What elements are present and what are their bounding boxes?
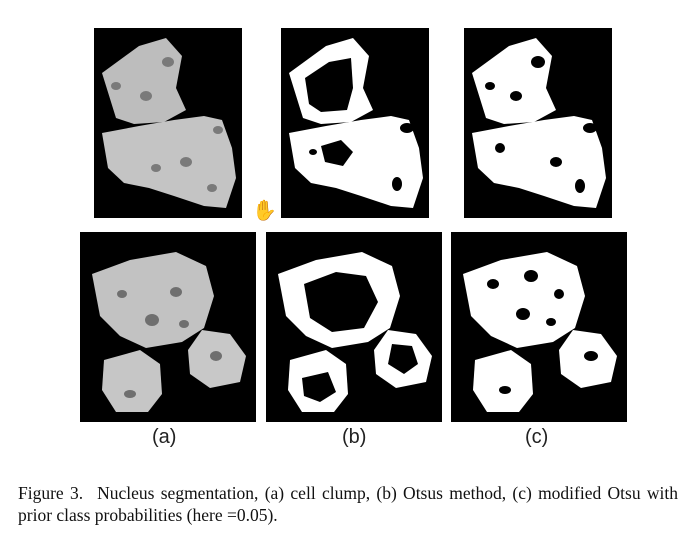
panel-top-a — [94, 28, 242, 218]
cell-clump-image — [102, 38, 236, 208]
otsu-mask-image — [278, 252, 432, 412]
modified-otsu-mask-image — [463, 252, 617, 412]
panel-bottom-b — [266, 232, 442, 422]
panel-top-c — [464, 28, 612, 218]
panel-bottom-a — [80, 232, 256, 422]
hand-cursor-icon: ✋ — [252, 198, 277, 222]
cell-clump-image — [92, 252, 246, 412]
otsu-mask-image — [289, 38, 423, 208]
figure-caption: Figure 3. Nucleus segmentation, (a) cell … — [18, 482, 678, 526]
panel-bottom-c — [451, 232, 627, 422]
sublabel-b: (b) — [342, 426, 367, 448]
figure-number: Figure 3. — [18, 483, 84, 503]
sublabel-a: (a) — [152, 426, 177, 448]
panel-top-b — [281, 28, 429, 218]
sublabel-c: (c) — [525, 426, 549, 448]
modified-otsu-mask-image — [472, 38, 606, 208]
caption-text: Nucleus segmentation, (a) cell clump, (b… — [18, 483, 678, 525]
